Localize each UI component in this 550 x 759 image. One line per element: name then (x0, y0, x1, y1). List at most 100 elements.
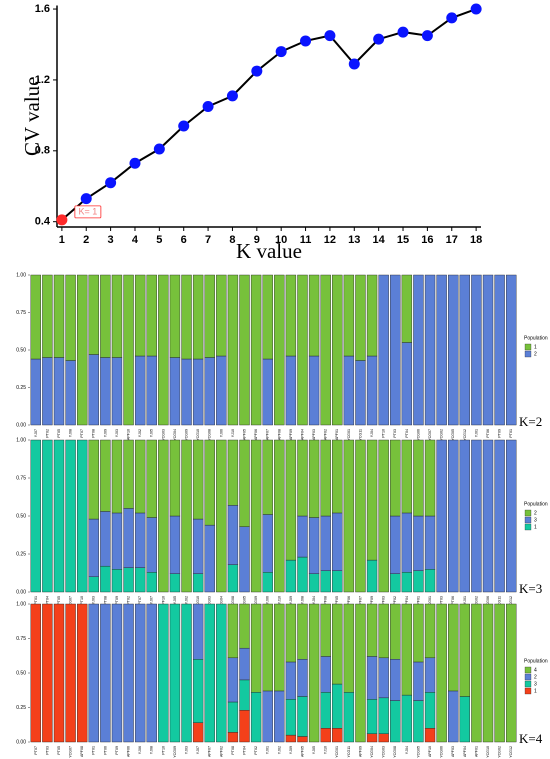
x-tick-label: YCG11 (347, 746, 351, 758)
cv-point (202, 101, 214, 113)
x-tick-label: PT04 (45, 596, 49, 605)
legend-swatch (524, 673, 532, 681)
x-tick-label: YCG08 (208, 429, 212, 441)
x-tick-label: YCG08 (231, 596, 235, 608)
bar-segment (274, 690, 285, 743)
bar-segment (123, 603, 134, 743)
bar-segment (53, 357, 65, 426)
bar-segment (274, 603, 285, 692)
x-tick-label: 5 (156, 234, 162, 246)
legend-swatch (524, 687, 532, 695)
x-tick-label: YJ01 (463, 596, 467, 604)
bar-segment (169, 603, 181, 743)
k-label: K=3 (519, 581, 542, 596)
x-tick-label: PT01 (34, 596, 38, 605)
bar-segment (482, 603, 494, 743)
x-tick-label: YCG02 (440, 429, 444, 441)
x-tick-label: PT07 (34, 746, 38, 755)
bar-segment (424, 603, 436, 659)
bar-segment (216, 439, 227, 593)
bar-segment (285, 661, 297, 700)
bar-segment (308, 603, 320, 743)
x-tick-label: PT10 (80, 596, 84, 605)
bar-segment (169, 515, 181, 574)
x-tick-label: YJ04 (312, 596, 316, 604)
bar-segment (227, 564, 239, 593)
x-tick-label: APF09 (289, 429, 293, 440)
x-tick-label: YJ06 (266, 596, 270, 604)
bar-segment (123, 274, 134, 426)
bar-segment (192, 439, 204, 520)
bar-segment (378, 274, 389, 426)
bar-segment (401, 274, 413, 343)
bar-segment (181, 274, 192, 360)
cv-point (153, 143, 165, 155)
k-label: K=4 (519, 731, 543, 746)
y-tick-label: 1.00 (16, 272, 26, 278)
bar-segment (459, 274, 471, 426)
x-tick-label: 7 (205, 234, 211, 246)
x-tick-label: YCG12 (509, 746, 513, 758)
bar-segment (227, 274, 239, 426)
x-tick-label: 10 (275, 234, 287, 246)
x-tick-label: APF05 (300, 746, 304, 757)
bar-segment (308, 274, 320, 357)
cv-point (56, 214, 68, 226)
bar-segment (134, 274, 146, 357)
bar-segment (262, 690, 273, 743)
x-tick-label: YCG05 (416, 746, 420, 758)
bar-segment (30, 274, 41, 360)
bar-segment (204, 603, 215, 743)
bar-segment (343, 439, 355, 593)
bar-segment (227, 701, 239, 733)
bar-segment (378, 439, 389, 593)
bar-segment (308, 573, 320, 593)
y-tick-label: 0.75 (16, 636, 26, 642)
x-tick-label: YCG03 (382, 746, 386, 758)
x-tick-label: YJ04 (370, 429, 374, 437)
bar-segment (146, 274, 157, 357)
bar-segment (436, 274, 447, 426)
bar-segment (42, 603, 53, 743)
bar-segment (53, 603, 65, 743)
bar-segment (262, 572, 273, 593)
bar-segment (424, 728, 436, 743)
x-tick-label: YJ07 (196, 746, 200, 754)
legend-swatch (524, 350, 532, 358)
x-tick-label: YJ06 (219, 429, 223, 437)
x-tick-label: YCG07 (428, 429, 432, 441)
x-tick-label: YJ09 (103, 429, 107, 437)
bar-segment (262, 514, 273, 573)
x-tick-label: PT10 (382, 429, 386, 438)
y-tick-label: 0.50 (16, 513, 26, 519)
bar-segment (169, 439, 181, 517)
y-tick-label: 0.00 (16, 422, 26, 428)
bar-segment (378, 603, 389, 659)
k-label: K=2 (519, 414, 542, 429)
legend-label: 3 (534, 517, 537, 523)
x-tick-label: 14 (373, 234, 386, 246)
x-tick-label: APF02 (324, 429, 328, 440)
bar-segment (134, 355, 146, 426)
y-tick-label: 0.00 (16, 739, 26, 745)
cv-point (373, 33, 385, 45)
x-tick-label: YCG07 (69, 596, 73, 608)
bar-segment (192, 659, 204, 723)
x-tick-label: APF03 (312, 429, 316, 440)
y-tick-label: 0.75 (16, 475, 26, 481)
bar-segment (192, 573, 204, 593)
bar-segment (297, 696, 308, 737)
bar-segment (262, 274, 273, 360)
x-tick-label: YJ02 (184, 596, 188, 604)
bar-segment (239, 647, 250, 681)
bar-segment (216, 274, 227, 357)
bar-segment (413, 603, 424, 663)
y-tick-label: 0.8 (35, 145, 50, 157)
bar-segment (366, 355, 378, 426)
x-tick-label: 18 (470, 234, 482, 246)
bar-segment (239, 439, 250, 527)
y-tick-label: 0.25 (16, 385, 26, 391)
x-tick-label: YCG04 (219, 596, 223, 608)
x-tick-label: 1 (59, 234, 65, 246)
x-tick-label: APF06 (127, 746, 131, 757)
